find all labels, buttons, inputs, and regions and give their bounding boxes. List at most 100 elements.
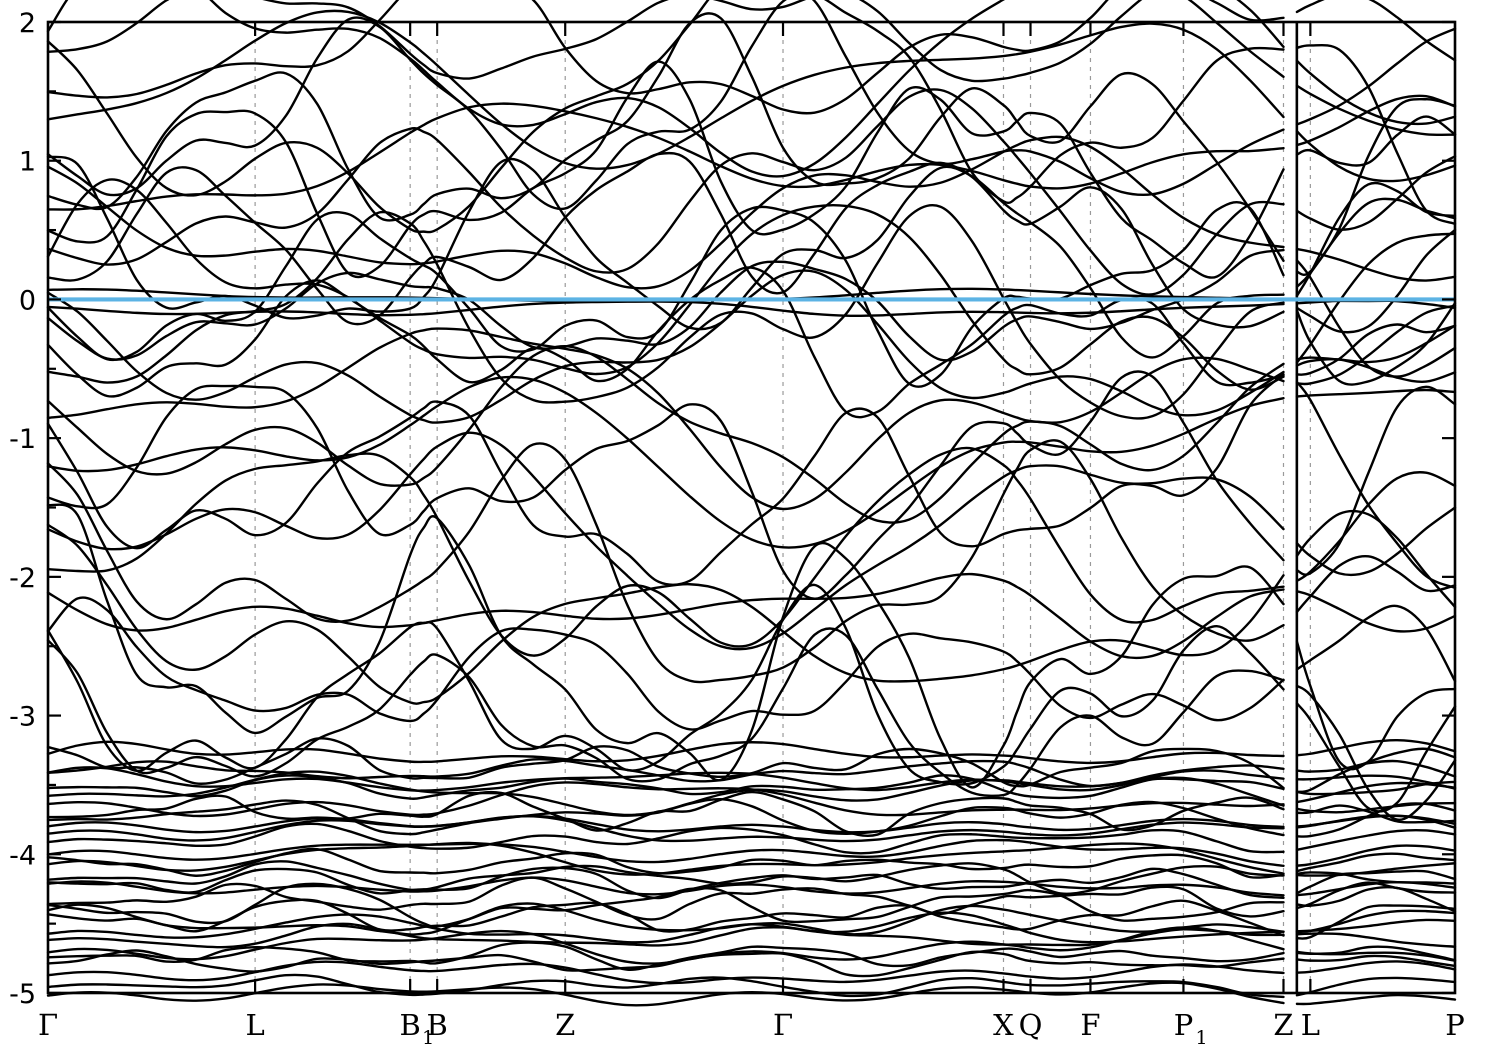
band-curve <box>46 0 1285 234</box>
x-tick-label-text: B <box>400 1008 421 1042</box>
band-curve <box>1295 115 1457 167</box>
band-curve <box>46 248 1285 362</box>
band-curve <box>1295 993 1457 1006</box>
band-curve <box>1295 844 1457 867</box>
band-curve <box>1295 388 1457 398</box>
band-curve <box>46 0 1285 83</box>
band-curve <box>1295 932 1457 948</box>
band-curve <box>46 882 1285 928</box>
x-tick-label-Z: Z <box>555 1008 575 1042</box>
band-curve <box>46 102 1285 211</box>
band-curve <box>1295 918 1457 933</box>
x-tick-label-text: F <box>1080 1008 1100 1042</box>
x-tick-label-X: X <box>993 1008 1014 1042</box>
band-curve <box>1295 0 1457 62</box>
band-curve <box>1295 98 1457 276</box>
band-curve <box>1295 960 1457 974</box>
band-curve <box>46 822 1285 855</box>
band-curve <box>1295 871 1457 885</box>
band-curve <box>46 0 1285 178</box>
band-curve <box>46 327 1285 511</box>
x-tick-label-text: Q <box>1019 1008 1043 1042</box>
band-curve <box>46 781 1285 818</box>
y-tick-label: 0 <box>19 285 36 316</box>
band-curve <box>46 860 1285 896</box>
band-curve <box>46 902 1285 936</box>
x-tick-label-text: Γ <box>773 1008 793 1042</box>
band-curve <box>46 12 1285 262</box>
band-curve <box>46 155 1285 359</box>
band-curve <box>46 740 1285 765</box>
band-curve <box>1295 759 1457 778</box>
x-tick-label-text: P <box>1445 1008 1465 1042</box>
band-curve <box>1295 774 1457 790</box>
x-tick-label-text: Z <box>555 1008 575 1042</box>
band-curve <box>1295 604 1457 683</box>
band-curve <box>46 344 1285 524</box>
band-curve <box>1295 228 1457 334</box>
x-tick-label-L: L <box>1301 1008 1320 1042</box>
band-curve <box>1295 881 1457 910</box>
band-curve <box>1295 684 1457 821</box>
x-tick-label-text: L <box>245 1008 264 1042</box>
y-tick-label: -1 <box>9 424 36 455</box>
x-tick-label-subscript: 1 <box>1195 1027 1207 1049</box>
band-curve <box>46 503 1285 789</box>
band-curve <box>1295 323 1457 376</box>
y-tick-label: 1 <box>19 147 36 178</box>
band-curve <box>1295 130 1457 183</box>
band-curve <box>1295 828 1457 851</box>
band-curve <box>46 151 1285 329</box>
band-curve <box>1295 380 1457 590</box>
band-curve <box>46 0 1285 115</box>
band-curve <box>1295 881 1457 897</box>
band-curve <box>1295 84 1457 137</box>
band-curve <box>1295 471 1457 583</box>
band-curve <box>46 446 1285 657</box>
y-tick-label: -3 <box>9 702 36 733</box>
band-curve <box>1295 702 1457 813</box>
bands-layer <box>46 0 1457 1007</box>
y-axis-ticks <box>48 20 1455 995</box>
band-curve <box>1295 94 1457 147</box>
band-curve <box>46 523 1285 705</box>
x-tick-label-P: P <box>1445 1008 1465 1042</box>
plot-frame <box>46 20 1457 995</box>
band-curve <box>1295 804 1457 824</box>
band-curve <box>1295 27 1457 126</box>
band-curve <box>1295 357 1457 383</box>
x-tick-label-text: X <box>993 1008 1014 1042</box>
band-curve <box>1295 904 1457 940</box>
band-curve <box>46 814 1285 834</box>
band-curve <box>46 774 1285 800</box>
band-curve <box>1295 324 1457 364</box>
band-curve <box>1295 304 1457 386</box>
band-curve <box>46 88 1285 296</box>
band-curve <box>1295 852 1457 873</box>
band-curve <box>46 572 1285 660</box>
band-curve <box>46 911 1285 944</box>
band-curve <box>46 373 1285 587</box>
band-curve <box>1295 869 1457 895</box>
band-curve <box>1295 885 1457 913</box>
band-curve <box>1295 909 1457 934</box>
x-axis-tick-labels: Γ L B 1B Z Γ X Q F P 1 Z L P <box>38 1008 1465 1049</box>
band-curve <box>46 922 1285 949</box>
band-curve <box>46 847 1285 879</box>
band-curve <box>1295 814 1457 829</box>
band-curve <box>46 300 1285 318</box>
y-tick-label: -5 <box>9 979 36 1010</box>
band-curve <box>46 178 1285 391</box>
y-tick-label: -4 <box>9 840 36 871</box>
axes-frame <box>46 20 1457 995</box>
band-curve <box>1295 954 1457 968</box>
x-tick-label-Γ: Γ <box>38 1008 58 1042</box>
band-curve <box>46 431 1285 651</box>
band-curve <box>46 973 1285 999</box>
band-curve <box>1295 506 1457 577</box>
y-tick-label: -2 <box>9 563 36 594</box>
x-tick-label-B: B <box>427 1008 448 1042</box>
